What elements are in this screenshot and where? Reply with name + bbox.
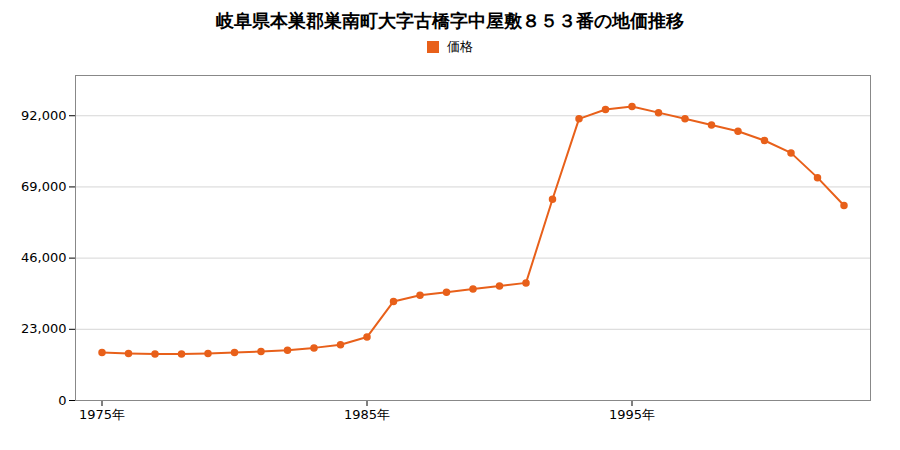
html-text:岐阜県本巣郡巣南町大字古橋字中屋敷８５３番の地価推移: 岐阜県本巣郡巣南町大字古橋字中屋敷８５３番の地価推移 bbox=[216, 10, 684, 31]
svg-text:1995年: 1995年 bbox=[609, 407, 655, 422]
svg-text:1975年: 1975年 bbox=[79, 407, 125, 422]
svg-text:23,000: 23,000 bbox=[21, 321, 67, 336]
svg-text:92,000: 92,000 bbox=[21, 108, 67, 123]
svg-text:0: 0 bbox=[58, 393, 66, 408]
svg-text:1985年: 1985年 bbox=[344, 407, 390, 422]
svg-text:69,000: 69,000 bbox=[21, 179, 67, 194]
html-text:価格: 価格 bbox=[447, 39, 473, 54]
svg-text:46,000: 46,000 bbox=[21, 250, 67, 265]
